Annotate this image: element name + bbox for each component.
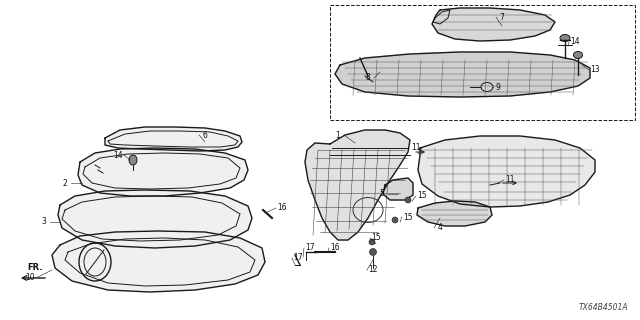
Polygon shape [418, 136, 595, 207]
Polygon shape [58, 190, 252, 248]
Ellipse shape [573, 52, 582, 59]
Text: 15: 15 [403, 212, 413, 221]
Ellipse shape [369, 249, 376, 255]
Text: 2: 2 [63, 179, 67, 188]
Text: 7: 7 [500, 12, 504, 21]
Polygon shape [105, 127, 242, 151]
Text: 15: 15 [371, 234, 381, 243]
Text: 6: 6 [203, 131, 207, 140]
Ellipse shape [369, 239, 375, 245]
Text: 8: 8 [365, 74, 371, 83]
Text: 5: 5 [380, 189, 385, 198]
Polygon shape [78, 148, 248, 196]
Polygon shape [432, 8, 555, 41]
Ellipse shape [405, 197, 411, 203]
Text: 14: 14 [113, 150, 123, 159]
Polygon shape [305, 130, 410, 240]
Text: 12: 12 [368, 266, 378, 275]
Text: 14: 14 [570, 37, 580, 46]
Ellipse shape [560, 35, 570, 42]
Text: 9: 9 [495, 83, 500, 92]
Text: 17: 17 [305, 244, 315, 252]
Text: 1: 1 [335, 131, 340, 140]
Text: FR.: FR. [28, 263, 43, 273]
Text: 15: 15 [417, 191, 427, 201]
Text: 3: 3 [42, 218, 47, 227]
Text: 11: 11 [505, 175, 515, 185]
Text: 4: 4 [438, 223, 442, 233]
Text: TX64B4501A: TX64B4501A [579, 303, 628, 312]
Text: 10: 10 [25, 274, 35, 283]
Polygon shape [383, 178, 413, 200]
Text: 16: 16 [277, 204, 287, 212]
Ellipse shape [392, 217, 398, 223]
Text: 13: 13 [590, 66, 600, 75]
Polygon shape [52, 231, 265, 292]
Polygon shape [417, 201, 492, 226]
Text: 16: 16 [330, 244, 340, 252]
Polygon shape [335, 52, 590, 97]
Ellipse shape [129, 155, 137, 165]
Text: 11: 11 [412, 143, 420, 153]
Text: 17: 17 [293, 253, 303, 262]
